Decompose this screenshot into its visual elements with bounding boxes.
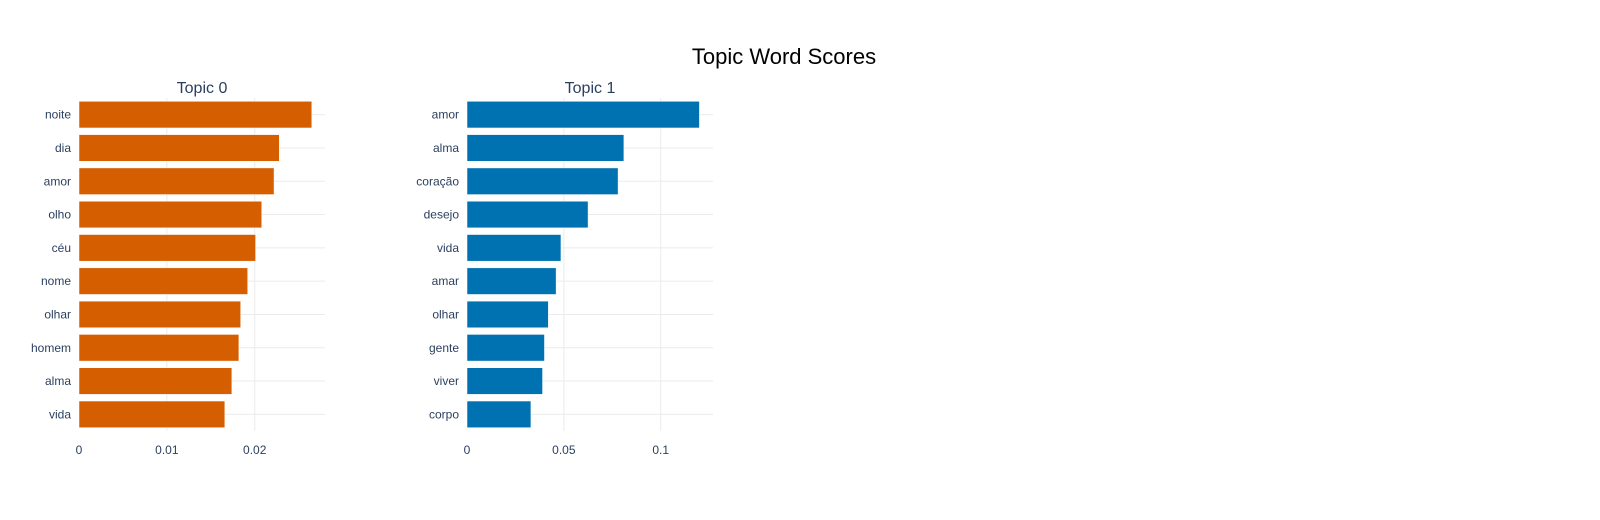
category-label: olho — [48, 208, 71, 222]
panel-title: Topic 1 — [565, 80, 616, 97]
bar-olhar[interactable] — [78, 300, 241, 329]
bar-alma[interactable] — [466, 134, 625, 162]
topic-panel-0: Topic 0 0 0.01 0.02 noite dia amor olho céu nome o… — [31, 80, 325, 457]
category-label: amor — [44, 174, 71, 188]
category-label: nome — [41, 274, 71, 288]
panel-title: Topic 0 — [177, 80, 228, 97]
bar-alma[interactable] — [78, 367, 233, 395]
category-label: alma — [45, 374, 71, 388]
category-label: viver — [434, 374, 459, 388]
x-tick-label: 0.01 — [155, 443, 179, 457]
x-tick-label: 0 — [464, 443, 471, 457]
category-label: desejo — [424, 208, 460, 222]
bar-amor[interactable] — [466, 101, 700, 129]
bar-homem[interactable] — [78, 334, 240, 362]
category-label: homem — [31, 341, 71, 355]
bar-amar[interactable] — [466, 267, 557, 295]
category-label: céu — [52, 241, 71, 255]
category-label: gente — [429, 341, 459, 355]
category-label: corpo — [429, 407, 459, 421]
bar-vida[interactable] — [466, 234, 562, 262]
bar-viver[interactable] — [466, 367, 543, 395]
bar-noite[interactable] — [78, 101, 313, 129]
bar-desejo[interactable] — [466, 200, 589, 229]
category-label: vida — [49, 407, 71, 421]
bar-nome[interactable] — [78, 267, 248, 295]
category-label: olhar — [432, 307, 459, 321]
x-tick-label: 0.1 — [652, 443, 669, 457]
category-label: amar — [432, 274, 459, 288]
bar-olhar[interactable] — [466, 300, 549, 329]
bar-céu[interactable] — [78, 234, 256, 262]
category-label: vida — [437, 241, 459, 255]
bar-coração[interactable] — [466, 167, 619, 195]
x-tick-label: 0.05 — [552, 443, 576, 457]
bar-amor[interactable] — [78, 167, 275, 195]
bar-corpo[interactable] — [466, 400, 532, 428]
x-tick-label: 0 — [76, 443, 83, 457]
bar-dia[interactable] — [78, 134, 280, 162]
chart-title: Topic Word Scores — [692, 44, 876, 69]
bar-olho[interactable] — [78, 200, 262, 229]
topic-panel-1: Topic 1 0 0.05 0.1 amor alma coração desejo vida… — [416, 80, 713, 457]
bar-vida[interactable] — [78, 400, 226, 428]
category-label: alma — [433, 141, 459, 155]
x-tick-label: 0.02 — [243, 443, 267, 457]
bar-gente[interactable] — [466, 334, 545, 362]
category-label: dia — [55, 141, 71, 155]
category-label: noite — [45, 108, 71, 122]
category-label: amor — [432, 108, 459, 122]
category-label: olhar — [44, 307, 71, 321]
category-label: coração — [416, 174, 459, 188]
